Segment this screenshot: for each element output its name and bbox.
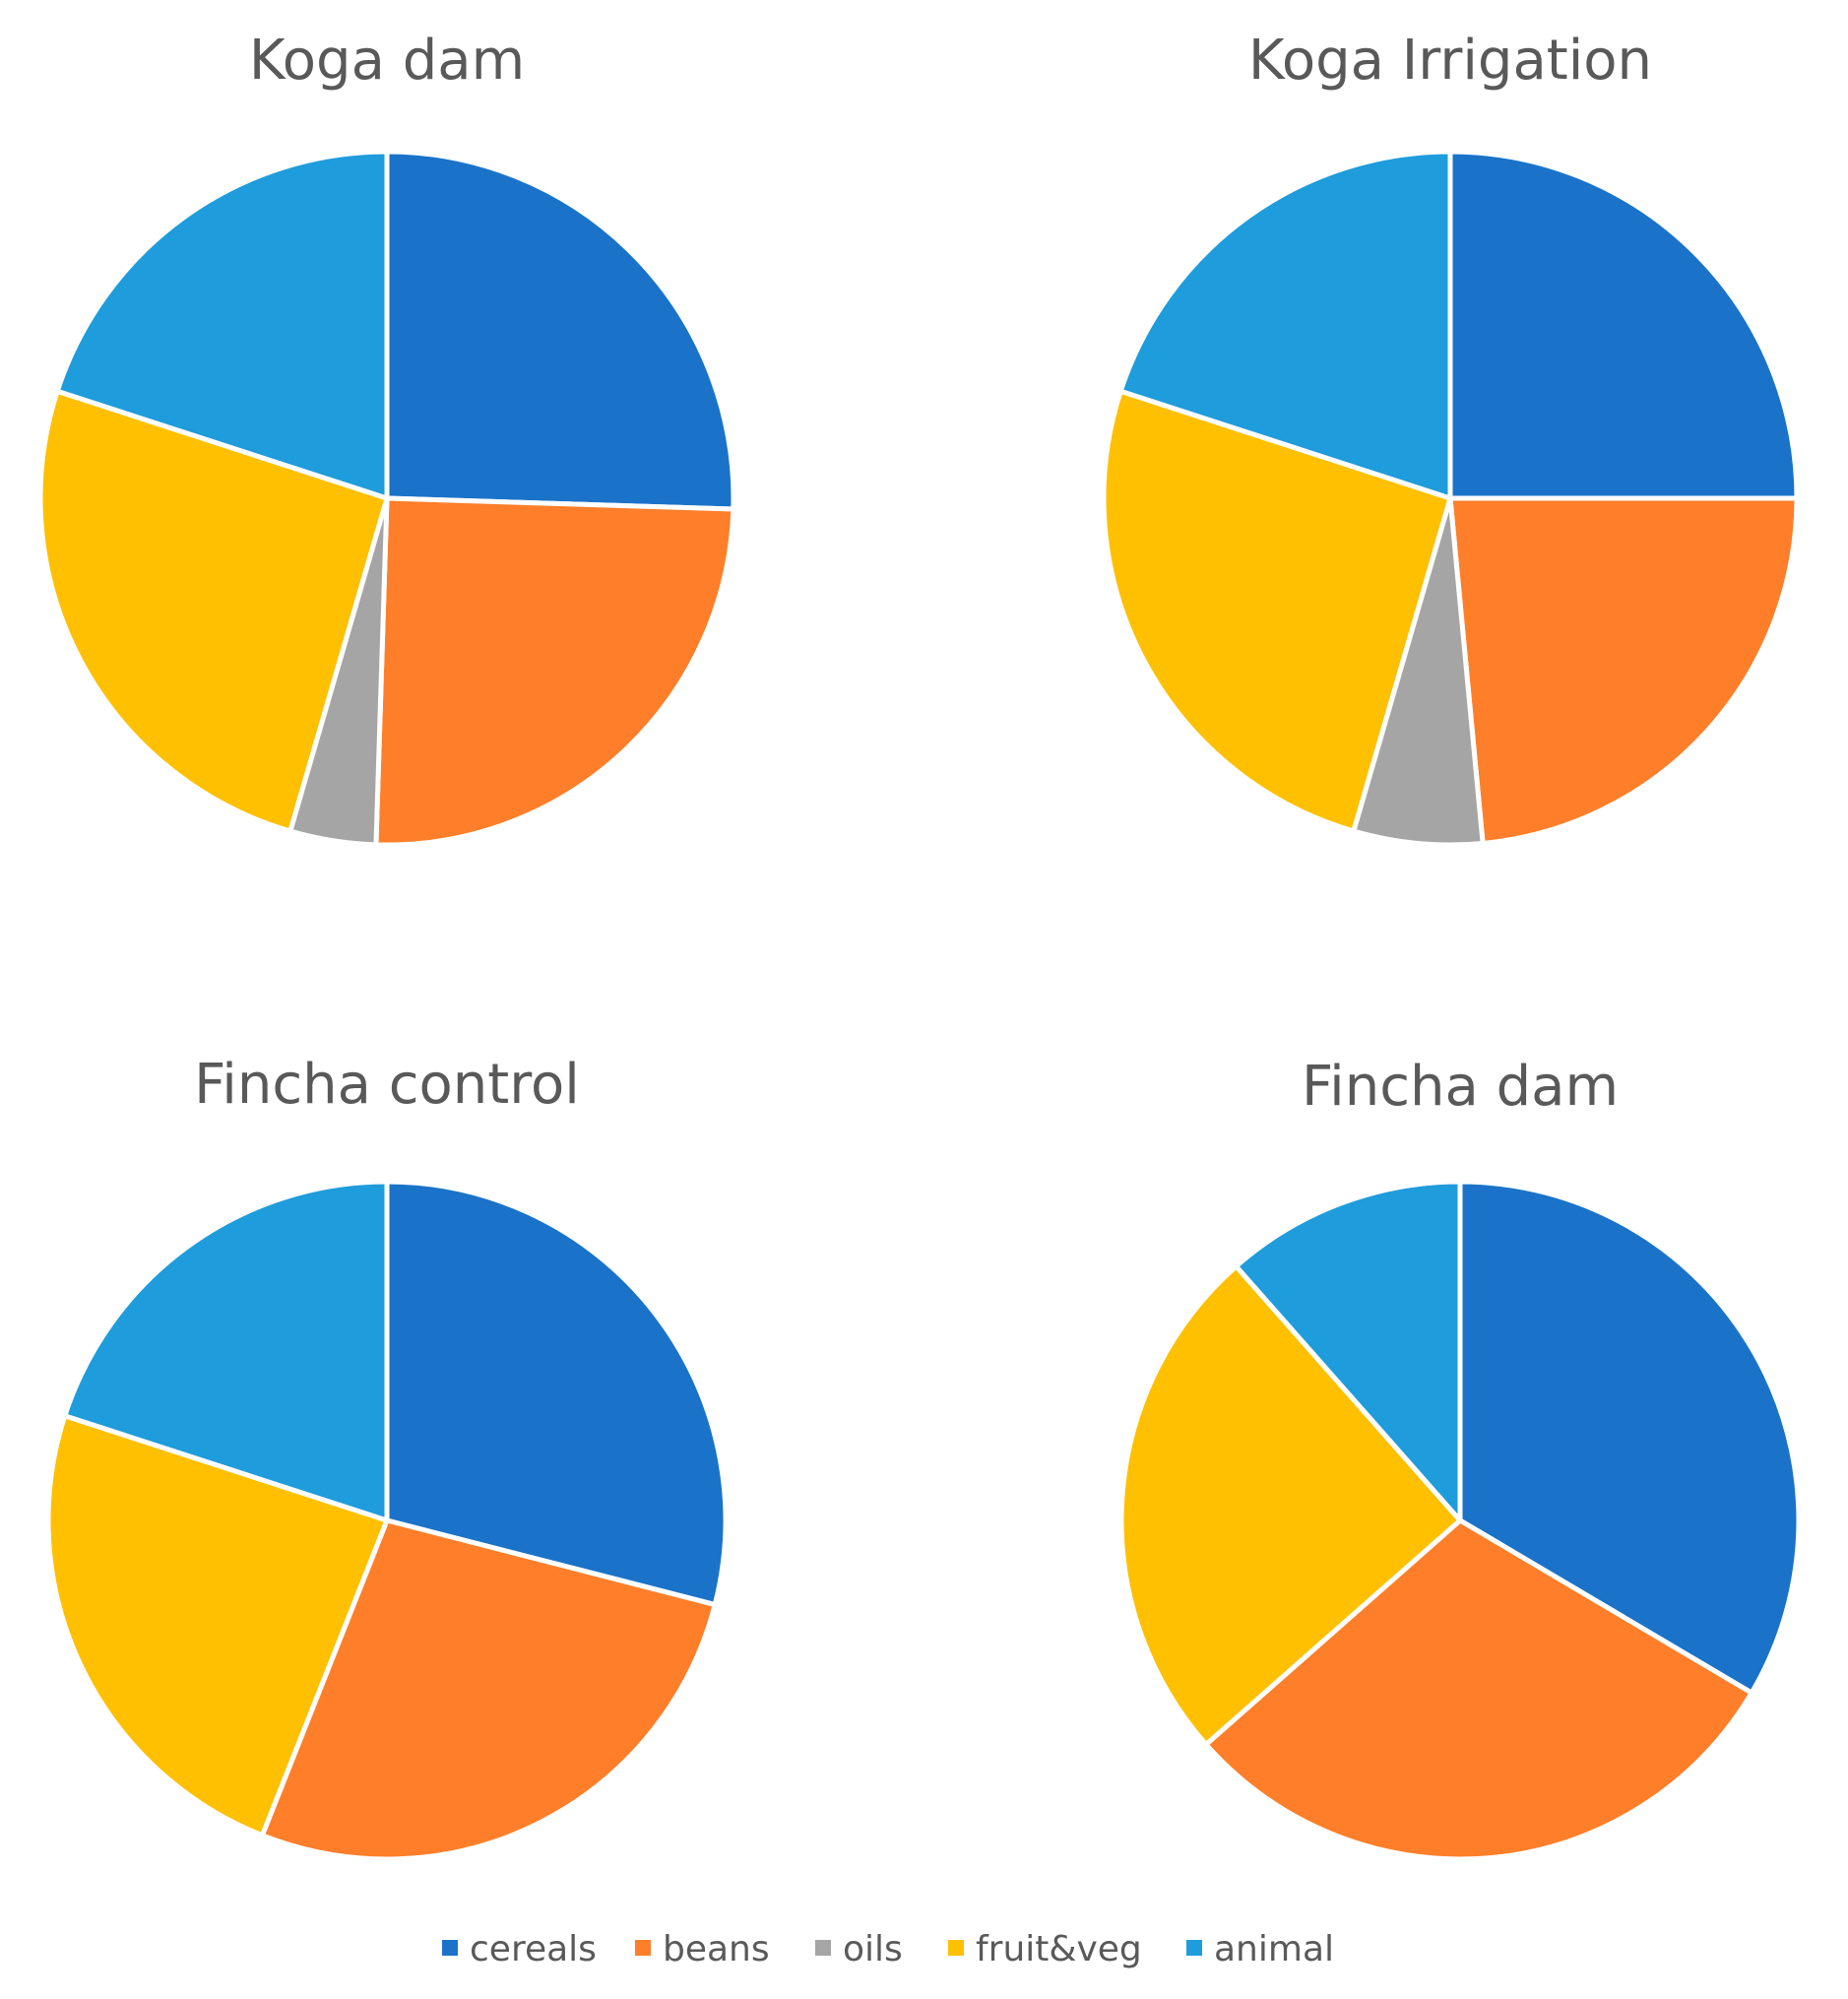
legend-item-animal: animal	[1186, 1929, 1334, 1969]
legend-label: animal	[1214, 1929, 1334, 1969]
slice-cereals	[1447, 149, 1800, 501]
legend-item-beans: beans	[635, 1929, 770, 1969]
pie-fincha-control: Fincha control	[45, 1053, 729, 1862]
legend-label: cereals	[470, 1929, 597, 1969]
slice-animal	[1234, 1179, 1463, 1523]
pie-fincha-dam: Fincha dam	[1118, 1055, 1802, 1862]
legend-item-cereals: cereals	[442, 1929, 597, 1969]
chart-title: Fincha control	[194, 1053, 580, 1117]
slice-beans	[373, 495, 736, 848]
slice-fruit-veg	[45, 1413, 390, 1838]
slice-fruit-veg	[1101, 388, 1453, 834]
pie-koga-dam: Koga dam	[37, 29, 736, 848]
slice-beans	[1447, 495, 1800, 846]
slice-cereals	[384, 1179, 729, 1608]
legend-label: fruit&veg	[976, 1929, 1142, 1969]
slice-beans	[1203, 1517, 1754, 1862]
chart-title: Fincha dam	[1302, 1055, 1619, 1119]
slice-animal	[1117, 149, 1453, 501]
slice-oils	[1351, 495, 1486, 848]
legend-label: oils	[843, 1929, 903, 1969]
legend-swatch	[815, 1940, 831, 1956]
chart-title: Koga Irrigation	[1248, 29, 1652, 93]
legend-swatch	[948, 1940, 964, 1956]
legend-item-oils: oils	[815, 1929, 903, 1969]
slice-cereals	[1457, 1179, 1802, 1696]
slice-fruit-veg	[37, 388, 390, 834]
legend-swatch	[442, 1940, 458, 1956]
legend-label: beans	[663, 1929, 770, 1969]
legend-swatch	[1186, 1940, 1202, 1956]
legend-item-fruit-veg: fruit&veg	[948, 1929, 1142, 1969]
legend-swatch	[635, 1940, 651, 1956]
slice-beans	[259, 1517, 718, 1862]
slice-fruit-veg	[1118, 1263, 1463, 1747]
slice-animal	[62, 1179, 390, 1523]
pie-koga-irrigation: Koga Irrigation	[1101, 29, 1800, 848]
pie-charts: Koga dam Koga Irrigation Fincha control Fin…	[37, 29, 1802, 1862]
legend: cereals beans oils fruit&veg animal	[442, 1929, 1334, 1969]
chart-title: Koga dam	[249, 29, 525, 93]
slice-cereals	[384, 149, 736, 512]
slice-animal	[54, 149, 390, 501]
